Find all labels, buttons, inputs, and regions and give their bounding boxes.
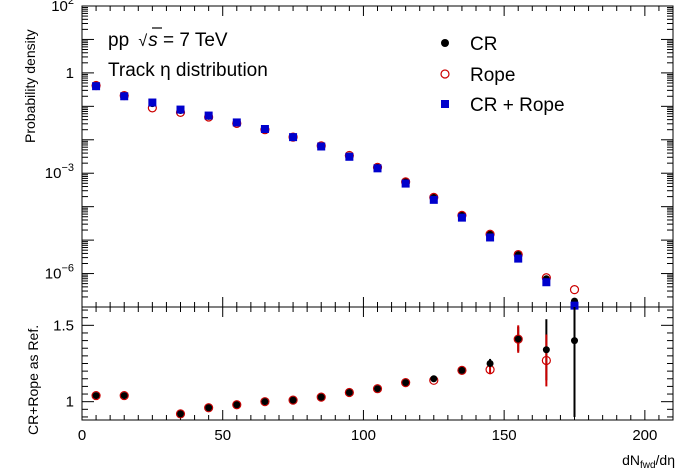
ratio-point-rope <box>288 395 298 405</box>
legend: CR Rope CR + Rope <box>440 34 565 116</box>
y-tick-label: 1.5 <box>53 317 74 334</box>
point-cr-rope <box>120 92 129 101</box>
point-cr-rope <box>457 213 466 222</box>
y-tick-label: 1 <box>66 394 74 411</box>
point-cr-rope <box>92 82 101 91</box>
y-tick-label: 1 <box>66 65 74 82</box>
point-cr-rope <box>514 254 523 263</box>
ratio-point-rope <box>457 365 467 375</box>
ratio-point-cr <box>402 379 410 387</box>
top-panel-marks <box>91 80 580 310</box>
y-tick-label: 10−6 <box>45 263 74 283</box>
point-cr-rope <box>542 278 551 287</box>
ratio-point-cr <box>205 404 213 412</box>
ratio-point-cr <box>261 398 269 406</box>
x-tick-label: 200 <box>632 427 657 444</box>
bottom-panel-marks <box>91 307 578 419</box>
x-tick-label: 100 <box>351 427 376 444</box>
bottom-y-axis-title: CR+Rope as Ref. <box>25 325 41 435</box>
point-rope <box>569 285 580 295</box>
ratio-point-cr <box>374 385 381 393</box>
point-cr-rope <box>570 301 579 310</box>
point-cr-rope <box>345 152 354 161</box>
ratio-point-cr <box>233 401 241 409</box>
legend-label-cr-rope: CR + Rope <box>470 95 565 116</box>
ratio-point-rope <box>401 377 411 388</box>
ratio-point-rope <box>119 390 129 401</box>
point-cr-rope <box>429 195 438 204</box>
distribution-annotation: Track η distribution <box>108 60 268 81</box>
ratio-point-rope <box>232 400 242 410</box>
ratio-point-rope <box>344 387 354 398</box>
ratio-point-cr <box>177 410 184 418</box>
ratio-point-cr <box>571 337 578 345</box>
energy-annotation: pp √s = 7 TeV <box>108 30 228 51</box>
ratio-point-cr <box>345 389 353 397</box>
legend-marker-rope <box>440 69 450 79</box>
ratio-point-cr <box>542 346 550 354</box>
ratio-point-rope <box>316 392 326 402</box>
point-cr-rope <box>317 142 326 151</box>
ratio-point-cr <box>317 393 325 401</box>
legend-marker-cr <box>441 39 449 47</box>
ratio-point-rope <box>541 355 551 366</box>
x-tick-label: 50 <box>214 427 231 444</box>
legend-marker-cr-rope <box>441 100 449 108</box>
point-cr-rope <box>260 125 269 134</box>
ratio-point-cr <box>289 396 297 404</box>
point-cr-rope <box>232 118 241 127</box>
ratio-point-rope <box>372 384 383 394</box>
legend-label-cr: CR <box>470 34 497 55</box>
point-cr-rope <box>148 98 157 107</box>
ratio-point-rope <box>204 403 214 413</box>
ratio-point-cr <box>120 392 128 400</box>
point-cr-rope <box>373 164 382 173</box>
legend-label-rope: Rope <box>470 65 515 86</box>
ratio-point-rope <box>260 397 270 407</box>
ratio-point-cr <box>486 360 494 367</box>
point-cr-rope <box>176 105 185 114</box>
ratio-point-cr <box>92 392 100 400</box>
point-cr-rope <box>289 133 298 142</box>
point-cr-rope <box>401 179 410 188</box>
point-cr-rope <box>204 111 213 120</box>
top-panel-frame <box>81 5 674 308</box>
ratio-point-cr <box>458 366 466 374</box>
x-axis-title: dNfwd/dη <box>622 452 675 471</box>
x-tick-label: 150 <box>492 427 517 444</box>
bottom-panel-frame <box>81 306 674 421</box>
point-cr-rope <box>486 233 495 242</box>
y-tick-label: 102 <box>51 0 74 15</box>
top-y-axis-title: Probability density <box>22 29 38 143</box>
bottom-panel-axes: 0 50 100 150 200 1 1.5 <box>53 306 674 444</box>
ratio-point-cr <box>430 375 438 383</box>
ratio-point-rope <box>91 390 101 401</box>
ratio-point-rope <box>513 334 523 344</box>
y-tick-label: 10−3 <box>45 162 74 182</box>
ratio-point-rope <box>175 409 186 419</box>
x-tick-label: 0 <box>78 427 86 444</box>
ratio-point-cr <box>514 335 522 343</box>
